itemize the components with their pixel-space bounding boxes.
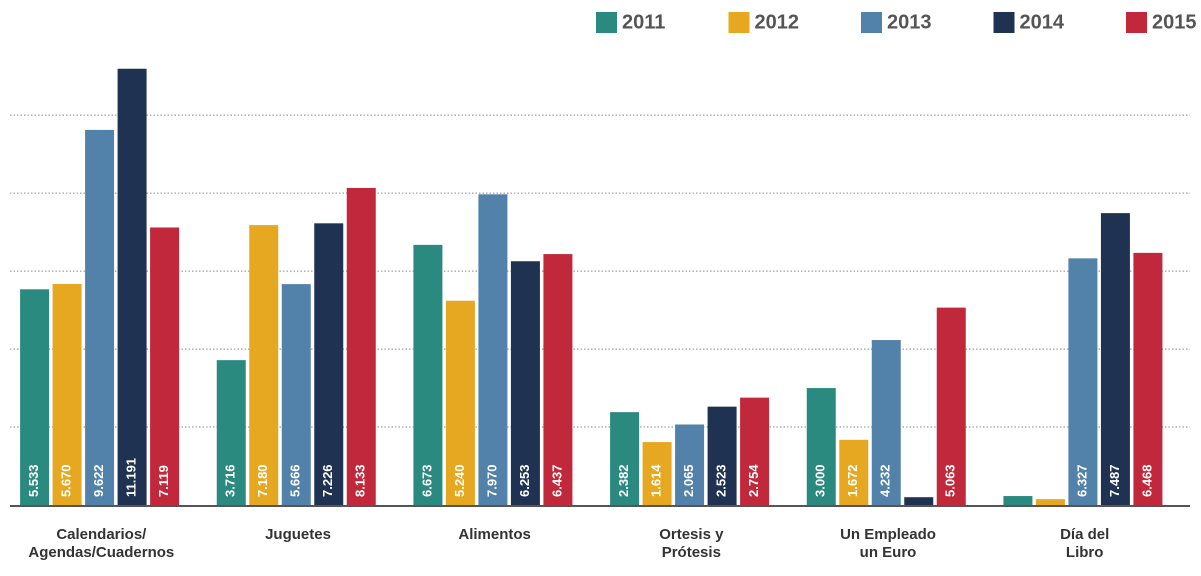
value-label: 11.191 (124, 458, 139, 497)
value-label: 8.133 (353, 464, 368, 497)
value-label: 5.670 (59, 464, 74, 497)
value-label: 4.232 (878, 464, 893, 497)
legend-label: 2011 (622, 11, 665, 33)
bar (1068, 258, 1098, 505)
bar (839, 439, 869, 505)
bar (249, 225, 279, 506)
bar (150, 227, 180, 505)
bar (445, 300, 475, 505)
bar (85, 129, 115, 505)
value-label: 5.240 (452, 464, 467, 497)
bar (806, 388, 836, 505)
value-label: 7.119 (156, 465, 171, 497)
value-label: 1.614 (649, 464, 664, 497)
bar (346, 187, 376, 505)
bar (1133, 252, 1163, 505)
legend-swatch (993, 12, 1015, 33)
value-label: 7.487 (1107, 464, 1122, 497)
value-label: 3.716 (223, 464, 238, 497)
legend-swatch (596, 12, 617, 33)
legend-label: 2015 (1152, 11, 1197, 33)
legend-label: 2013 (887, 11, 932, 33)
value-label: 6.327 (1074, 464, 1089, 497)
x-tick-label: Un Empleado un Euro (840, 526, 936, 561)
value-label: 2.382 (616, 464, 631, 497)
bar (675, 424, 705, 505)
bar (413, 244, 443, 506)
bar (707, 406, 737, 505)
bar (20, 289, 50, 505)
bar (281, 284, 311, 505)
legend-label: 2014 (1020, 11, 1065, 33)
bar (904, 497, 934, 505)
value-label: 7.180 (255, 464, 270, 497)
legend-swatch (728, 12, 750, 33)
bar (871, 340, 901, 505)
legend-swatch (1126, 12, 1147, 33)
x-tick-label: Día del Libro (1060, 526, 1110, 561)
value-label: 3.000 (813, 464, 828, 497)
x-tick-label: Calendarios/ Agendas/Cuadernos (28, 526, 175, 561)
bar (740, 397, 770, 505)
legend-label: 2012 (755, 11, 800, 33)
value-label: 7.970 (484, 464, 499, 497)
x-tick-label: Alimentos (458, 526, 531, 543)
bar (1003, 496, 1033, 505)
value-label: 6.673 (419, 464, 434, 497)
value-label: 6.468 (1139, 464, 1154, 497)
value-label: 7.226 (320, 464, 335, 497)
bar (1035, 499, 1065, 505)
bar (610, 412, 640, 505)
value-label: 6.437 (549, 464, 564, 497)
x-tick-label: Ortesis y Prótesis (659, 526, 724, 561)
value-label: 2.065 (681, 464, 696, 497)
bar (478, 194, 508, 505)
bar (642, 442, 672, 505)
bar (936, 307, 966, 505)
bar (510, 261, 540, 505)
value-label: 5.533 (26, 464, 41, 497)
value-label: 6.253 (517, 464, 532, 497)
bar (314, 223, 344, 505)
bar (1100, 213, 1130, 505)
bar (52, 283, 82, 505)
legend-swatch (861, 12, 882, 33)
value-label: 1.672 (845, 464, 860, 497)
x-tick-label: Juguetes (265, 526, 331, 543)
value-label: 2.523 (714, 464, 729, 497)
bar (543, 254, 573, 505)
value-label: 9.622 (91, 464, 106, 497)
bar (117, 68, 147, 506)
bar (216, 360, 246, 505)
value-label: 2.754 (746, 464, 761, 497)
value-label: 5.063 (943, 464, 958, 497)
value-label: 5.666 (288, 464, 303, 497)
